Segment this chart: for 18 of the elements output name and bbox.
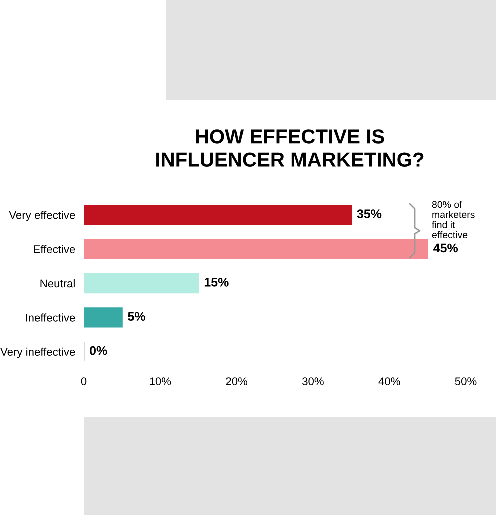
x-tick-label: 20% (226, 378, 248, 386)
chart-title: HOW EFFECTIVE IS INFLUENCER MARKETING? (156, 130, 424, 167)
data-label: 5% (128, 312, 146, 322)
y-tick-label: Very ineffective (0, 348, 76, 358)
data-label: 35% (357, 210, 382, 218)
x-tick-label: 40% (378, 378, 400, 386)
data-label: 15% (204, 278, 229, 287)
x-tick-label: 50% (455, 378, 477, 386)
y-tick-label: Neutral (40, 279, 75, 288)
y-tick-label: Ineffective (26, 314, 76, 322)
data-label: 45% (434, 244, 458, 253)
x-tick-label: 30% (302, 378, 324, 386)
annotation: 80% of marketers find it effective (432, 201, 475, 238)
y-tick-label: Effective (34, 245, 76, 254)
y-tick-label: Very effective (9, 211, 76, 222)
x-tick-label: 10% (150, 378, 172, 386)
data-label: 0% (90, 346, 108, 356)
x-tick-label: 0 (81, 378, 87, 386)
